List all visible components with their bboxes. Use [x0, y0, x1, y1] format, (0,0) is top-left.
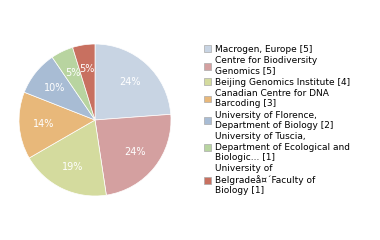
Wedge shape: [29, 120, 106, 196]
Wedge shape: [24, 57, 95, 120]
Text: 24%: 24%: [119, 77, 141, 87]
Wedge shape: [73, 44, 95, 120]
Wedge shape: [19, 92, 95, 158]
Text: 24%: 24%: [125, 147, 146, 157]
Legend: Macrogen, Europe [5], Centre for Biodiversity
Genomics [5], Beijing Genomics Ins: Macrogen, Europe [5], Centre for Biodive…: [204, 45, 350, 195]
Text: 5%: 5%: [65, 68, 80, 78]
Wedge shape: [95, 44, 171, 120]
Wedge shape: [95, 114, 171, 195]
Text: 10%: 10%: [44, 83, 65, 93]
Text: 5%: 5%: [80, 64, 95, 74]
Wedge shape: [52, 47, 95, 120]
Text: 14%: 14%: [33, 119, 54, 129]
Text: 19%: 19%: [62, 162, 83, 172]
